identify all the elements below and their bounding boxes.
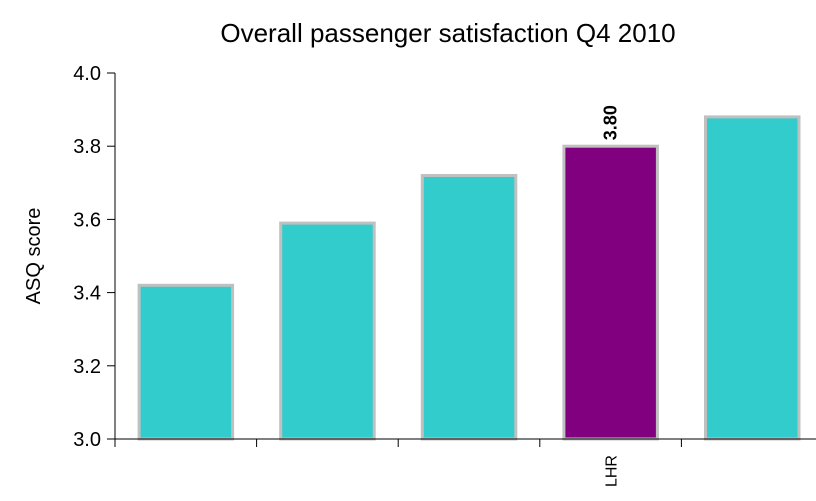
- y-axis-label: ASQ score: [23, 208, 45, 305]
- y-tick-label: 4.0: [73, 63, 101, 85]
- y-tick-label: 3.0: [73, 429, 101, 451]
- axes-group: LHR 3.0 3.2 3.4 3.6 3.8 4.0: [73, 63, 816, 487]
- y-tick-label: 3.2: [73, 356, 101, 378]
- data-label: 3.80: [601, 105, 621, 140]
- bar-2: [279, 221, 376, 441]
- chart-title: Overall passenger satisfaction Q4 2010: [220, 18, 675, 48]
- y-tick-label: 3.6: [73, 209, 101, 231]
- y-tick-label: 3.8: [73, 136, 101, 158]
- y-tick-label: 3.4: [73, 283, 101, 305]
- bar-5: [704, 115, 801, 441]
- bars-group: 3.80: [137, 105, 801, 441]
- bar-1: [137, 283, 235, 441]
- bar-4: [562, 144, 659, 441]
- bar-3: [420, 174, 518, 441]
- x-tick-label: LHR: [604, 455, 621, 487]
